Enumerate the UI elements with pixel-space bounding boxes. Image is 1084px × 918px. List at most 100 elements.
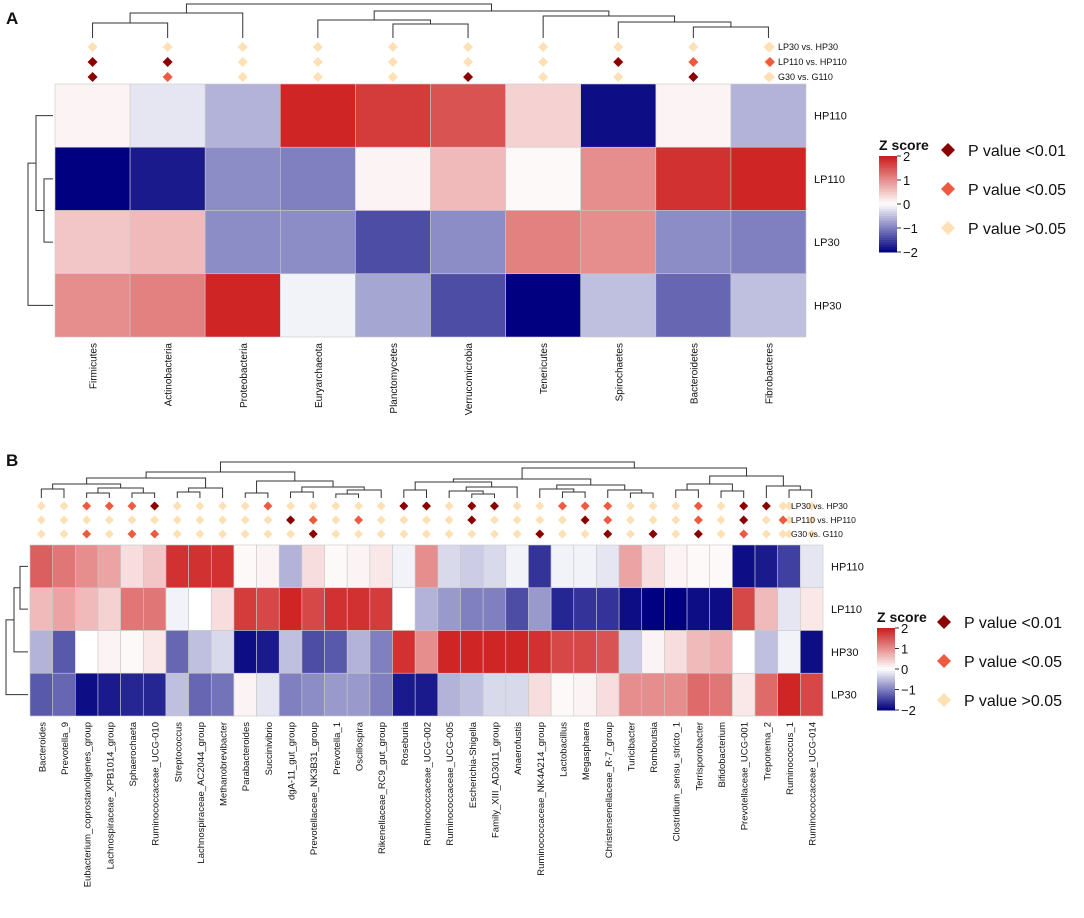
zscore-legend-title: Z score (877, 609, 927, 625)
heatmap-cell (596, 630, 620, 674)
zscore-colorbar-segment (877, 679, 895, 682)
heatmap-cell (596, 672, 620, 717)
zscore-colorbar-segment (877, 666, 895, 670)
significance-marker (308, 515, 318, 525)
heatmap-cell (204, 146, 281, 211)
significance-marker (512, 515, 522, 525)
heatmap-cell (641, 630, 665, 674)
heatmap-cell (730, 210, 807, 275)
row-dendrogram-branch (43, 178, 53, 243)
significance-marker (784, 515, 794, 525)
comparison-label: LP110 vs. HP110 (791, 515, 856, 525)
heatmap-cell (664, 544, 688, 589)
heatmap-cell (165, 672, 189, 717)
column-dendrogram-branch (675, 489, 699, 498)
significance-marker (312, 42, 323, 52)
column-label: Turicibacter (626, 722, 637, 771)
significance-marker (467, 515, 477, 525)
zscore-colorbar-segment (879, 242, 897, 246)
heatmap-cell (482, 672, 507, 717)
colorbar-tick-label: 1 (903, 173, 910, 188)
significance-marker (331, 501, 341, 511)
zscore-colorbar-segment (879, 184, 897, 188)
comparison-key-marker (778, 501, 788, 511)
column-label: Methanobrevibacter (219, 722, 230, 806)
heatmap-cell (580, 273, 657, 338)
column-dendrogram-branch (607, 489, 643, 498)
colorbar-tick-label: −2 (901, 703, 916, 718)
column-dendrogram-branch (40, 488, 65, 498)
heatmap-cell (414, 630, 439, 674)
significance-marker (784, 529, 794, 539)
heatmap-cell (324, 672, 348, 717)
comparison-label: LP30 vs. HP30 (778, 42, 838, 52)
column-dendrogram-branch (539, 488, 575, 498)
zscore-colorbar-segment (879, 218, 897, 222)
heatmap-cell (573, 672, 597, 717)
heatmap-cell (120, 544, 144, 589)
heatmap-cell (278, 630, 303, 674)
column-label: Family_XIII_AD3011_group (490, 722, 501, 838)
heatmap-cell (430, 273, 506, 338)
significance-marker (761, 501, 771, 511)
heatmap-cell (278, 672, 303, 717)
significance-marker (162, 57, 173, 67)
heatmap-cell (233, 587, 257, 631)
zscore-colorbar-segment (877, 638, 895, 641)
heatmap-cell (210, 672, 235, 717)
heatmap-cell (686, 672, 711, 717)
significance-marker (693, 515, 703, 525)
heatmap-cell (754, 630, 778, 674)
significance-marker (603, 515, 613, 525)
heatmap-cell (29, 672, 53, 717)
heatmap-cell (430, 146, 506, 211)
zscore-colorbar-segment (877, 654, 895, 658)
column-label: Parabacteroides (241, 722, 252, 791)
column-label: Lachnospiraceae_AC2044_group (196, 722, 207, 864)
heatmap-cell (97, 544, 121, 589)
row-label: LP30 (831, 690, 857, 702)
significance-marker (739, 501, 749, 511)
column-label: Oscillospira (355, 721, 366, 771)
row-label: LP110 (814, 174, 845, 186)
zscore-colorbar-segment (877, 699, 895, 703)
significance-marker (376, 515, 386, 525)
heatmap-cell (392, 630, 416, 674)
zscore-colorbar-segment (877, 644, 895, 647)
heatmap-cell (777, 544, 801, 589)
heatmap-cell (430, 83, 506, 148)
heatmap-cell (52, 672, 76, 717)
zscore-colorbar-segment (879, 170, 897, 174)
significance-marker (237, 72, 248, 82)
significance-marker (127, 501, 137, 511)
significance-marker (693, 529, 703, 539)
row-dendrogram-branch (5, 619, 28, 696)
heatmap-cell (528, 672, 552, 717)
zscore-colorbar-segment (879, 163, 897, 167)
heatmap-cell (655, 83, 732, 148)
significance-marker (625, 529, 635, 539)
column-label: Anaerofustis (513, 722, 524, 775)
significance-marker (172, 515, 182, 525)
panel-a-label: A (6, 9, 18, 28)
zscore-colorbar-segment (879, 168, 897, 171)
heatmap-cell (437, 672, 461, 717)
heatmap-cell (550, 544, 575, 589)
significance-marker (104, 515, 114, 525)
heatmap-cell (754, 672, 778, 717)
significance-marker (489, 501, 499, 511)
heatmap-cell (97, 587, 121, 631)
heatmap-cell (550, 587, 575, 631)
heatmap-cell (800, 587, 824, 631)
zscore-colorbar-segment (879, 160, 897, 164)
row-label: LP110 (831, 604, 862, 616)
heatmap-cell (97, 672, 121, 717)
heatmap-cell (655, 146, 732, 211)
significance-marker (535, 501, 545, 511)
zscore-colorbar-segment (877, 646, 895, 649)
significance-marker (512, 501, 522, 511)
column-label: Bacteroidetes (689, 343, 700, 404)
zscore-colorbar-segment (879, 225, 897, 229)
zscore-colorbar-segment (879, 175, 897, 179)
significance-marker (671, 529, 681, 539)
